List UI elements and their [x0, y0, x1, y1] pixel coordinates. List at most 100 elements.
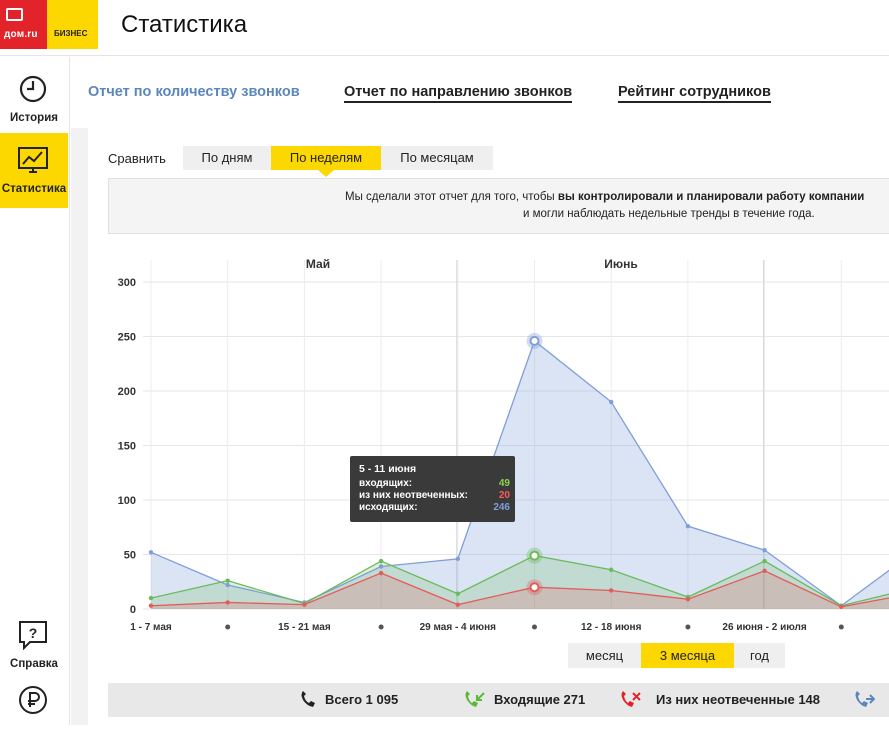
series-area	[151, 555, 889, 609]
data-point	[148, 550, 154, 555]
data-point	[378, 564, 384, 569]
highlight-point	[529, 582, 540, 593]
y-tick-label: 0	[130, 604, 136, 616]
data-point	[455, 556, 460, 562]
tab-calls-count[interactable]: Отчет по количеству звонков	[88, 84, 300, 100]
data-point	[839, 604, 844, 610]
data-point	[455, 602, 460, 607]
y-tick-label: 150	[118, 441, 136, 453]
tab-calls-direction[interactable]: Отчет по направлению звонков	[344, 84, 573, 103]
x-tick-dot	[685, 624, 691, 630]
selected-pointer	[318, 170, 334, 177]
month-label: Май	[306, 257, 330, 271]
active-tab-pointer	[205, 116, 229, 128]
summary-missed: Из них неотвеченные 148	[656, 692, 821, 707]
info-message: Мы сделали этот отчет для того, чтобы вы…	[108, 178, 889, 234]
chart-monitor-icon	[18, 147, 48, 173]
data-point	[225, 582, 230, 588]
x-tick-label: 15 - 21 мая	[278, 622, 331, 633]
highlight-point	[529, 335, 540, 346]
y-tick-label: 300	[118, 277, 136, 289]
chart-tooltip: 5 - 11 июня входящих: 49 из них неотвече…	[350, 456, 515, 522]
tooltip-label: из них неотвеченных:	[359, 490, 468, 501]
info-line-1: Мы сделали этот отчет для того, чтобы вы…	[345, 191, 865, 203]
ruble-icon	[19, 686, 47, 714]
tooltip-title: 5 - 11 июня	[359, 463, 417, 475]
data-point	[762, 568, 767, 574]
y-tick-label: 100	[118, 495, 136, 507]
tooltip-row-outgoing: исходящих: 246	[359, 502, 510, 513]
incoming-call-icon	[465, 691, 485, 707]
brand-logo[interactable]: дом.ru	[0, 0, 47, 49]
data-point	[685, 523, 691, 529]
period-month-button[interactable]: месяц	[568, 643, 641, 668]
compare-by-days-button[interactable]: По дням	[183, 146, 271, 170]
x-tick-dot	[378, 624, 384, 630]
x-tick-label: 26 июня - 2 июля	[722, 622, 806, 633]
x-tick-label: 12 - 18 июня	[581, 622, 642, 633]
tooltip-row-incoming: входящих: 49	[359, 478, 510, 489]
compare-label: Сравнить	[108, 151, 166, 166]
y-tick-label: 250	[118, 332, 136, 344]
sidebar-item-label: Статистика	[1, 183, 67, 195]
data-point	[762, 547, 767, 553]
highlight-point	[529, 550, 540, 561]
data-point	[225, 600, 230, 605]
sidebar-item-help[interactable]: ? Справка	[0, 608, 68, 683]
compare-by-weeks-button[interactable]: По неделям	[271, 146, 381, 170]
sidebar: История Статистика ? Справка	[0, 57, 70, 725]
missed-call-icon	[621, 691, 641, 707]
sidebar-item-label: Справка	[10, 658, 58, 670]
period-3-months-button[interactable]: 3 месяца	[641, 643, 734, 668]
tooltip-value: 49	[498, 478, 510, 489]
summary-bar: Всего 1 095 Входящие 271 Из них неотвече…	[108, 683, 889, 717]
data-point	[378, 558, 384, 564]
data-point	[685, 596, 691, 602]
data-point	[148, 603, 154, 608]
tooltip-row-missed: из них неотвеченных: 20	[359, 490, 510, 501]
tooltip-value: 20	[498, 490, 510, 501]
summary-incoming: Входящие 271	[494, 692, 586, 707]
tooltip-label: входящих:	[359, 478, 413, 489]
sidebar-item-billing[interactable]	[0, 673, 68, 748]
sidebar-item-history[interactable]: История	[0, 62, 68, 137]
top-header: дом.ru БИЗНЕС Статистика	[0, 0, 889, 56]
data-point	[609, 588, 614, 593]
data-point	[302, 602, 307, 607]
help-bubble-icon: ?	[19, 621, 47, 650]
svg-text:?: ?	[29, 625, 38, 641]
calls-chart[interactable]: 0 50 100 150 200 250 300 Май Июнь 1 - 7 мая 15 - 2…	[108, 250, 889, 640]
x-tick-label: 1 - 7 мая	[130, 622, 172, 633]
data-point	[378, 570, 384, 576]
outgoing-call-icon	[855, 691, 875, 707]
sidebar-item-label: История	[10, 112, 58, 124]
x-tick-dot	[532, 624, 537, 630]
tab-employee-rating[interactable]: Рейтинг сотрудников	[618, 84, 771, 103]
sidebar-item-statistics[interactable]: Статистика	[0, 133, 68, 208]
data-point	[609, 567, 614, 572]
data-point	[762, 558, 767, 564]
logo-text: дом.ru	[4, 29, 38, 40]
logo-box-icon	[6, 8, 23, 21]
x-tick-label: 29 мая - 4 июня	[420, 622, 497, 633]
series-area	[151, 570, 889, 609]
data-point	[148, 595, 154, 601]
data-point	[455, 591, 460, 596]
month-label: Июнь	[604, 257, 638, 271]
summary-total: Всего 1 095	[325, 692, 399, 707]
info-line-2: и могли наблюдать недельные тренды в теч…	[523, 208, 815, 220]
x-tick-dot	[838, 624, 844, 630]
series-area	[151, 340, 889, 609]
data-point	[609, 399, 614, 405]
x-tick-dot	[225, 624, 231, 630]
page-title: Статистика	[121, 11, 248, 38]
y-tick-label: 50	[124, 550, 136, 562]
data-point	[225, 578, 230, 583]
tooltip-label: исходящих:	[359, 502, 418, 513]
y-tick-label: 200	[118, 386, 136, 398]
clock-icon	[19, 75, 47, 103]
tooltip-value: 246	[493, 502, 510, 513]
period-year-button[interactable]: год	[734, 643, 785, 668]
business-label: БИЗНЕС	[54, 29, 88, 38]
compare-by-months-button[interactable]: По месяцам	[381, 146, 493, 170]
